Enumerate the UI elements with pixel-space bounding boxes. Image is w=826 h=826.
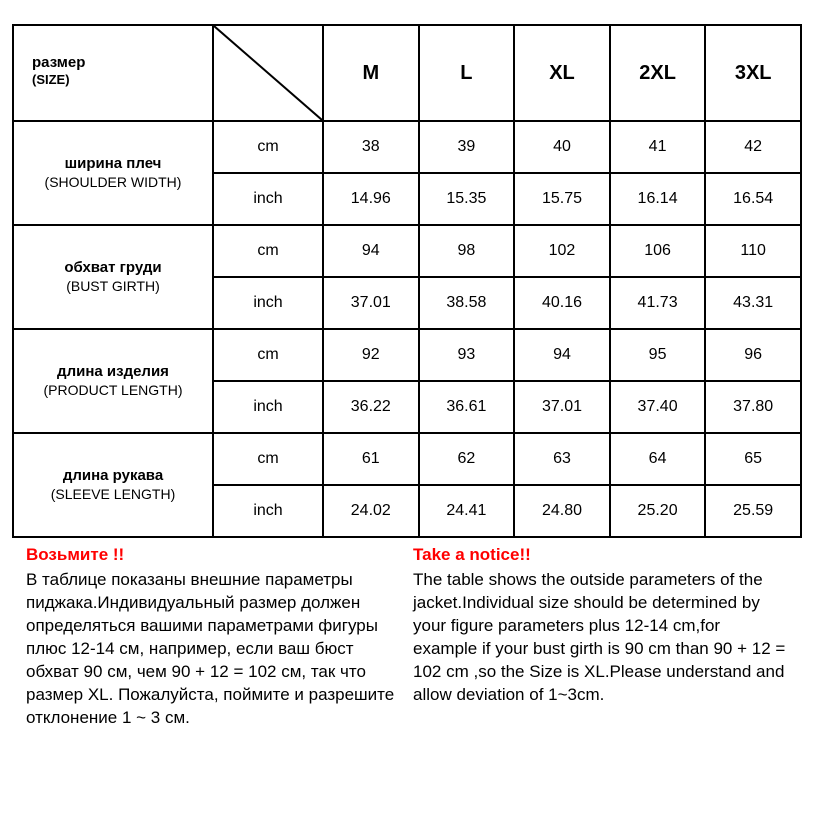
value-cell: 41.73 (610, 277, 706, 329)
measure-label-en: (BUST GIRTH) (20, 278, 206, 296)
size-col-header: 2XL (610, 25, 706, 121)
value-cell: 98 (419, 225, 515, 277)
table-row: длина изделия(PRODUCT LENGTH)cm929394959… (13, 329, 801, 381)
measure-label-cell: обхват груди(BUST GIRTH) (13, 225, 213, 329)
measure-label-en: (SHOULDER WIDTH) (20, 174, 206, 192)
unit-cell-cm: cm (213, 329, 323, 381)
value-cell: 36.22 (323, 381, 419, 433)
unit-cell-inch: inch (213, 173, 323, 225)
size-header-cell: размер (SIZE) (13, 25, 213, 121)
unit-cell-cm: cm (213, 433, 323, 485)
diagonal-line-icon (214, 26, 322, 120)
unit-cell-inch: inch (213, 381, 323, 433)
value-cell: 106 (610, 225, 706, 277)
value-cell: 25.59 (705, 485, 801, 537)
size-col-header: L (419, 25, 515, 121)
value-cell: 95 (610, 329, 706, 381)
notes-ru-title: Возьмите !! (26, 544, 401, 567)
value-cell: 24.02 (323, 485, 419, 537)
value-cell: 94 (514, 329, 610, 381)
measure-label-en: (PRODUCT LENGTH) (20, 382, 206, 400)
value-cell: 63 (514, 433, 610, 485)
measure-label-ru: ширина плеч (20, 155, 206, 174)
unit-cell-inch: inch (213, 277, 323, 329)
size-label-ru: размер (32, 54, 85, 72)
size-chart-table: размер (SIZE) M L XL 2XL 3XL ширина плеч… (12, 24, 802, 538)
table-row: длина рукава(SLEEVE LENGTH)cm6162636465 (13, 433, 801, 485)
value-cell: 15.75 (514, 173, 610, 225)
table-row: ширина плеч(SHOULDER WIDTH)cm3839404142 (13, 121, 801, 173)
value-cell: 93 (419, 329, 515, 381)
measure-label-cell: длина рукава(SLEEVE LENGTH) (13, 433, 213, 537)
value-cell: 40.16 (514, 277, 610, 329)
value-cell: 38.58 (419, 277, 515, 329)
size-label-en: (SIZE) (32, 72, 85, 88)
value-cell: 37.80 (705, 381, 801, 433)
value-cell: 94 (323, 225, 419, 277)
table-row: обхват груди(BUST GIRTH)cm9498102106110 (13, 225, 801, 277)
value-cell: 42 (705, 121, 801, 173)
value-cell: 37.01 (323, 277, 419, 329)
size-col-header: XL (514, 25, 610, 121)
value-cell: 36.61 (419, 381, 515, 433)
size-col-header: 3XL (705, 25, 801, 121)
notes-section: Возьмите !! В таблице показаны внешние п… (12, 538, 802, 730)
measure-label-cell: длина изделия(PRODUCT LENGTH) (13, 329, 213, 433)
measure-label-en: (SLEEVE LENGTH) (20, 486, 206, 504)
unit-cell-cm: cm (213, 121, 323, 173)
value-cell: 24.80 (514, 485, 610, 537)
value-cell: 16.14 (610, 173, 706, 225)
notes-en-body: The table shows the outside parameters o… (413, 569, 788, 707)
notes-ru-body: В таблице показаны внешние параметры пид… (26, 569, 401, 730)
value-cell: 16.54 (705, 173, 801, 225)
value-cell: 39 (419, 121, 515, 173)
measure-label-ru: длина изделия (20, 363, 206, 382)
notes-ru: Возьмите !! В таблице показаны внешние п… (26, 544, 401, 730)
value-cell: 15.35 (419, 173, 515, 225)
value-cell: 65 (705, 433, 801, 485)
value-cell: 38 (323, 121, 419, 173)
value-cell: 64 (610, 433, 706, 485)
value-cell: 25.20 (610, 485, 706, 537)
value-cell: 61 (323, 433, 419, 485)
measure-label-ru: длина рукава (20, 467, 206, 486)
value-cell: 41 (610, 121, 706, 173)
value-cell: 92 (323, 329, 419, 381)
measure-label-ru: обхват груди (20, 259, 206, 278)
notes-en-title: Take a notice!! (413, 544, 788, 567)
value-cell: 110 (705, 225, 801, 277)
value-cell: 24.41 (419, 485, 515, 537)
unit-cell-inch: inch (213, 485, 323, 537)
measure-label-cell: ширина плеч(SHOULDER WIDTH) (13, 121, 213, 225)
value-cell: 37.01 (514, 381, 610, 433)
header-row: размер (SIZE) M L XL 2XL 3XL (13, 25, 801, 121)
value-cell: 62 (419, 433, 515, 485)
value-cell: 14.96 (323, 173, 419, 225)
notes-en: Take a notice!! The table shows the outs… (413, 544, 788, 730)
value-cell: 40 (514, 121, 610, 173)
size-col-header: M (323, 25, 419, 121)
value-cell: 102 (514, 225, 610, 277)
value-cell: 96 (705, 329, 801, 381)
value-cell: 43.31 (705, 277, 801, 329)
unit-cell-cm: cm (213, 225, 323, 277)
value-cell: 37.40 (610, 381, 706, 433)
diagonal-cell (213, 25, 323, 121)
